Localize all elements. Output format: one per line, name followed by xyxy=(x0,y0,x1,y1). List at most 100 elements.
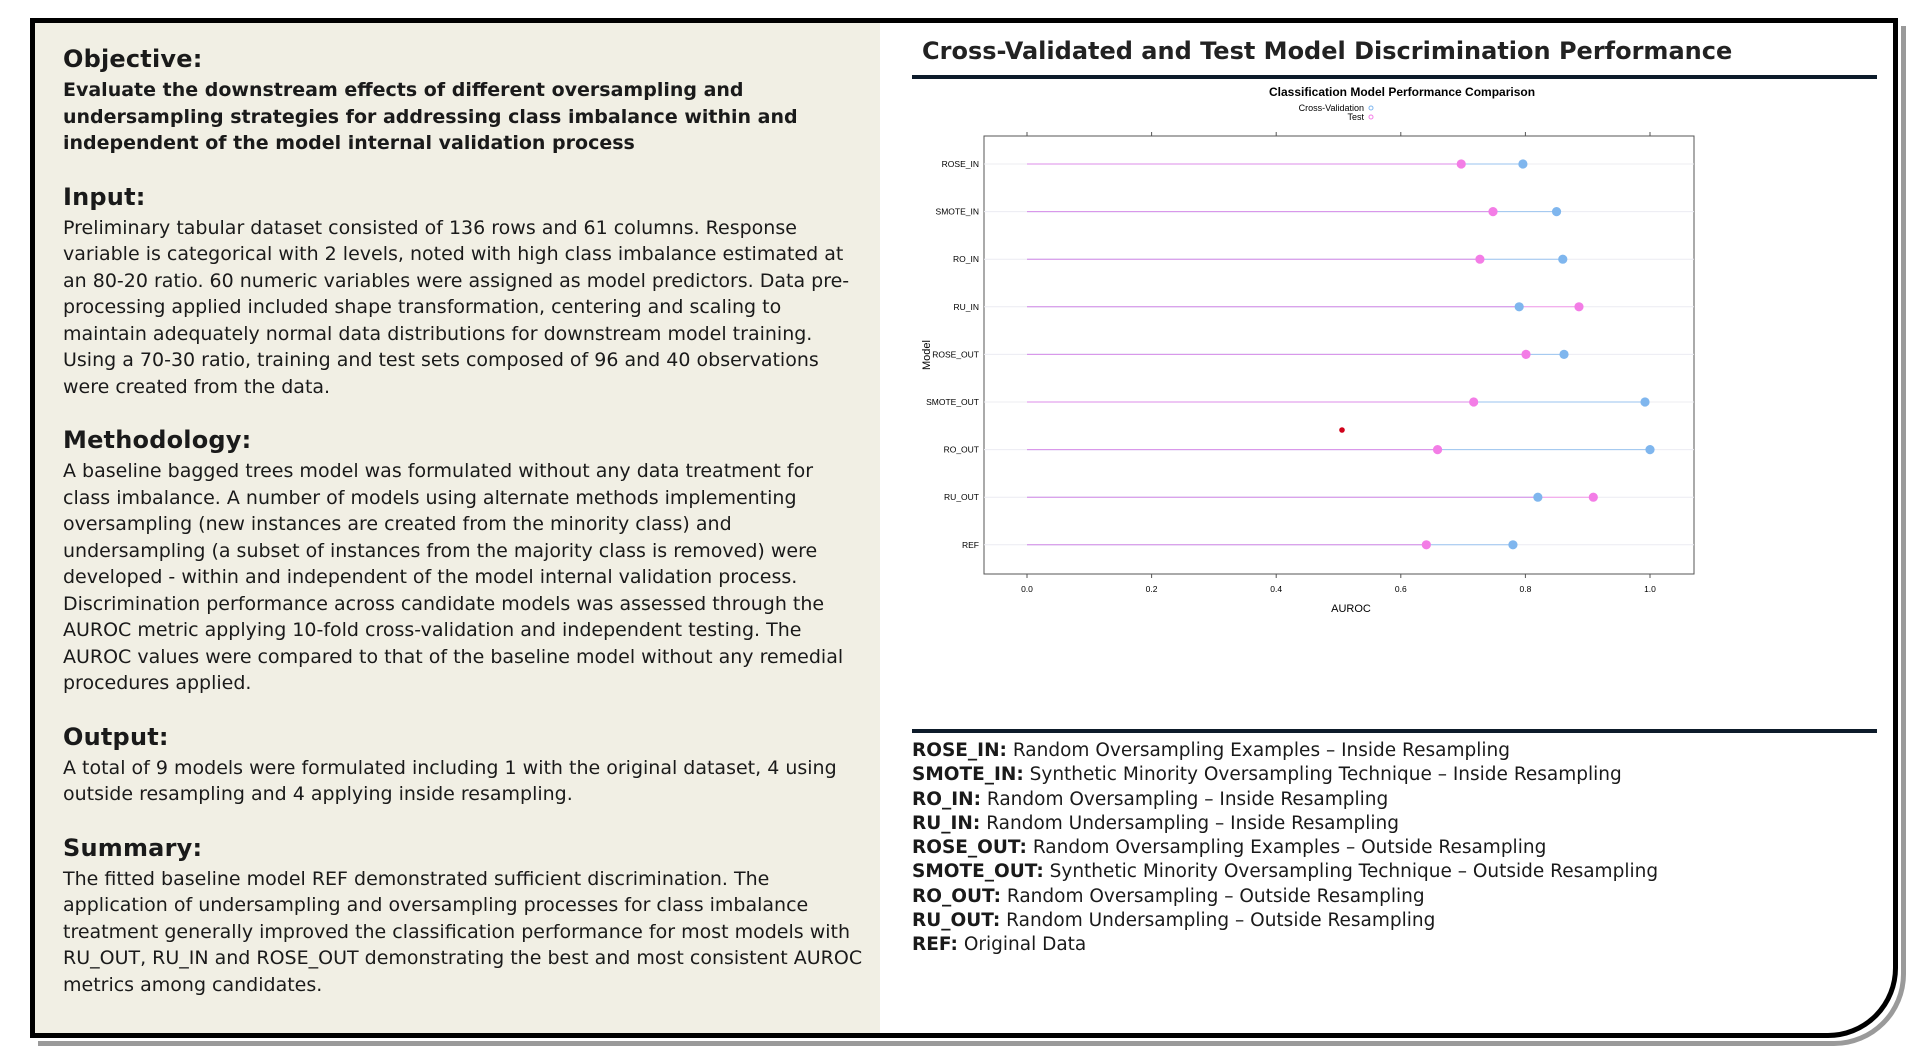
abbreviation-value: Random Undersampling – Outside Resamplin… xyxy=(1006,910,1436,932)
section-title: Summary: xyxy=(63,833,203,862)
bottom-divider xyxy=(912,729,1877,733)
x-tick-label: 1.0 xyxy=(1644,584,1656,594)
y-axis-title: Model xyxy=(921,340,933,370)
abbreviation-value: Random Oversampling – Outside Resampling xyxy=(1006,885,1425,907)
section-title: Methodology: xyxy=(63,426,252,454)
abbreviation-key: RO_IN: xyxy=(912,788,981,810)
y-tick-label: ROSE_OUT xyxy=(932,349,979,359)
y-tick-label: RO_OUT xyxy=(944,445,979,455)
y-tick-label: RO_IN xyxy=(953,254,979,264)
section-body: A total of 9 models were formulated incl… xyxy=(63,756,837,806)
legend-marker xyxy=(1368,105,1374,111)
data-point xyxy=(1558,254,1568,264)
series-segments xyxy=(1027,163,1650,546)
data-point xyxy=(1488,207,1498,217)
data-point xyxy=(1514,302,1524,312)
abbreviation-value: Random Oversampling Examples – Inside Re… xyxy=(1012,740,1510,761)
legend-label: Cross-Validation xyxy=(1299,103,1364,113)
data-point xyxy=(1640,397,1650,407)
y-tick-label: ROSE_IN xyxy=(942,159,979,169)
top-divider xyxy=(912,75,1877,79)
abbreviation-key: SMOTE_IN: xyxy=(912,764,1024,786)
data-point xyxy=(1574,302,1584,312)
data-point xyxy=(1645,445,1655,455)
x-axis-title: AUROC xyxy=(1331,603,1371,615)
data-point xyxy=(1508,540,1518,550)
abbreviation-list: ROSE_IN: Random Oversampling Examples – … xyxy=(912,739,1872,958)
y-tick-label: SMOTE_IN xyxy=(936,207,979,217)
frame-shadow xyxy=(38,26,1906,1046)
abbreviation-row: RO_OUT: Random Oversampling – Outside Re… xyxy=(912,885,1872,909)
data-point xyxy=(1521,349,1531,359)
abbreviation-value: Synthetic Minority Oversampling Techniqu… xyxy=(1049,861,1659,883)
section-output: Output: A total of 9 models were formula… xyxy=(63,723,863,808)
data-point xyxy=(1475,254,1485,264)
section-summary: Summary: The fitted baseline model REF d… xyxy=(63,834,863,999)
data-point xyxy=(1551,207,1562,217)
abbreviation-row: RO_IN: Random Oversampling – Inside Resa… xyxy=(912,788,1872,812)
x-tick-label: 0.4 xyxy=(1270,584,1282,594)
abbreviation-row: ROSE_IN: Random Oversampling Examples – … xyxy=(912,739,1872,763)
data-point xyxy=(1421,540,1431,550)
abbreviation-key: RU_IN: xyxy=(912,812,981,834)
series-points xyxy=(1421,159,1655,550)
abbreviation-key: ROSE_IN: xyxy=(912,740,1007,761)
data-point xyxy=(1559,349,1569,359)
section-body: A baseline bagged trees model was formul… xyxy=(63,460,844,694)
chart-panel: Cross-Validated and Test Model Discrimin… xyxy=(880,23,1893,1033)
section-input: Input: Preliminary tabular dataset consi… xyxy=(63,183,863,401)
data-point xyxy=(1469,397,1479,407)
x-tick-label: 0.0 xyxy=(1021,584,1033,594)
chart-container: Classification Model Performance Compari… xyxy=(912,79,1877,727)
data-point xyxy=(1456,159,1466,169)
section-body: Preliminary tabular dataset consisted of… xyxy=(63,216,850,398)
x-axis: 0.0 0.2 0.4 0.6 0.8 1.0 xyxy=(1021,132,1656,594)
panel-title: Cross-Validated and Test Model Discrimin… xyxy=(922,37,1733,65)
description-panel: Objective: Evaluate the downstream effec… xyxy=(35,23,880,1033)
legend-label: Test xyxy=(1347,112,1364,122)
legend-marker xyxy=(1368,114,1374,120)
section-title: Input: xyxy=(63,182,146,211)
y-tick-label: REF xyxy=(962,540,979,550)
y-axis-labels: ROSE_IN SMOTE_IN RO_IN RU_IN ROSE_OUT SMOTE_O… xyxy=(926,159,979,550)
data-point xyxy=(1518,159,1528,169)
abbreviation-value: Synthetic Minority Oversampling Techniqu… xyxy=(1029,764,1622,786)
abbreviation-row: RU_OUT: Random Undersampling – Outside R… xyxy=(912,909,1872,933)
section-methodology: Methodology: A baseline bagged trees mod… xyxy=(63,426,863,697)
data-point xyxy=(1588,492,1598,502)
y-tick-label: RU_IN xyxy=(953,302,979,312)
data-point xyxy=(1533,492,1543,502)
abbreviation-key: ROSE_OUT: xyxy=(912,837,1027,859)
abbreviation-row: RU_IN: Random Undersampling – Inside Res… xyxy=(912,812,1872,836)
abbreviation-row: SMOTE_OUT: Synthetic Minority Oversampli… xyxy=(912,860,1872,884)
section-body: Evaluate the downstream effects of diffe… xyxy=(63,79,798,154)
abbreviation-value: Random Undersampling – Inside Resampling xyxy=(986,812,1400,834)
infographic-frame: Objective: Evaluate the downstream effec… xyxy=(30,18,1898,1038)
performance-chart: Classification Model Performance Compari… xyxy=(921,85,1695,615)
section-title: Objective: xyxy=(63,45,203,73)
abbreviation-value: Original Data xyxy=(963,934,1087,956)
chart-title: Classification Model Performance Compari… xyxy=(1269,85,1535,99)
abbreviation-key: RU_OUT: xyxy=(912,910,1001,932)
abbreviation-key: REF: xyxy=(912,934,958,956)
stray-marker xyxy=(1339,427,1345,433)
data-point xyxy=(1432,445,1443,455)
x-tick-label: 0.2 xyxy=(1146,584,1158,594)
description-sections: Objective: Evaluate the downstream effec… xyxy=(63,45,863,1024)
abbreviation-key: SMOTE_OUT: xyxy=(912,861,1044,883)
y-tick-label: SMOTE_OUT xyxy=(926,397,979,407)
x-tick-label: 0.6 xyxy=(1395,584,1407,594)
abbreviation-value: Random Oversampling Examples – Outside R… xyxy=(1032,837,1547,859)
abbreviation-value: Random Oversampling – Inside Resampling xyxy=(986,788,1389,810)
section-objective: Objective: Evaluate the downstream effec… xyxy=(63,45,863,157)
plot-area xyxy=(983,135,1695,575)
x-tick-label: 0.8 xyxy=(1519,584,1531,594)
y-tick-label: RU_OUT xyxy=(944,492,979,502)
section-title: Output: xyxy=(63,722,169,751)
abbreviation-row: SMOTE_IN: Synthetic Minority Oversamplin… xyxy=(912,763,1872,787)
abbreviation-row: REF: Original Data xyxy=(912,933,1872,957)
abbreviation-row: ROSE_OUT: Random Oversampling Examples –… xyxy=(912,836,1872,860)
abbreviation-key: RO_OUT: xyxy=(912,885,1001,907)
section-body: The fitted baseline model REF demonstrat… xyxy=(63,867,863,996)
